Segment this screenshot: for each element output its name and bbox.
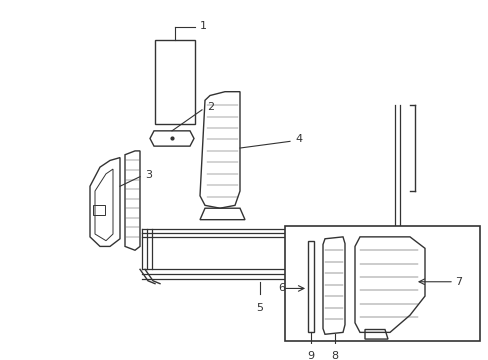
Text: 3: 3 [145, 170, 152, 180]
Text: 4: 4 [294, 134, 302, 144]
Text: 8: 8 [331, 351, 338, 360]
Text: 1: 1 [200, 21, 206, 31]
Text: 7: 7 [454, 277, 461, 287]
Text: 6: 6 [278, 283, 285, 293]
Text: 5: 5 [256, 303, 263, 313]
Text: 2: 2 [206, 102, 214, 112]
Text: 9: 9 [307, 351, 314, 360]
Bar [285, 226, 479, 341]
Bar [93, 205, 105, 215]
